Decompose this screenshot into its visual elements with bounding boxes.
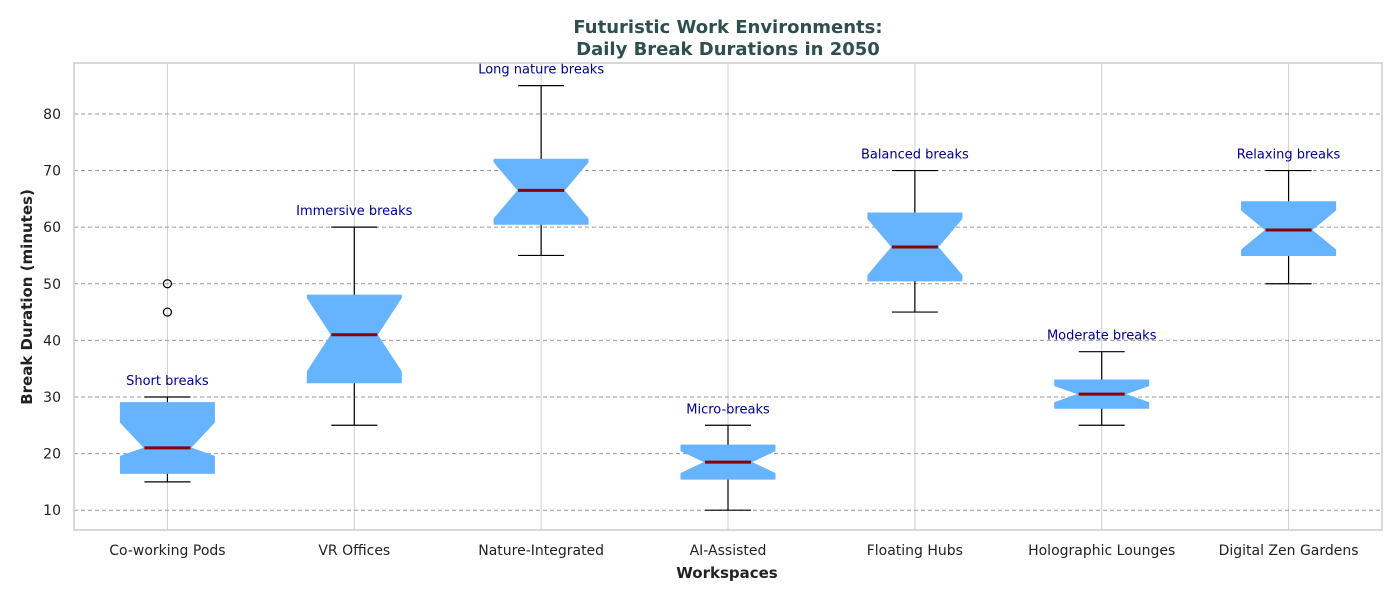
- x-tick-label: Nature-Integrated: [478, 543, 604, 559]
- box-annotation: Immersive breaks: [296, 204, 413, 219]
- y-tick-label: 80: [43, 107, 61, 123]
- x-tick-label: Holographic Lounges: [1028, 543, 1175, 559]
- box-annotation: Relaxing breaks: [1237, 148, 1341, 163]
- x-tick-label: Co-working Pods: [109, 543, 225, 559]
- y-tick-label: 70: [43, 164, 61, 180]
- box-annotation: Short breaks: [126, 374, 209, 389]
- y-tick-label: 10: [43, 503, 61, 519]
- x-tick-label: Floating Hubs: [867, 543, 963, 559]
- annotations: Short breaks Immersive breaks Long nature …: [126, 63, 1340, 418]
- box-annotation: Moderate breaks: [1047, 329, 1157, 344]
- y-tick-label: 60: [43, 220, 61, 236]
- x-axis-label: Workspaces: [676, 564, 778, 582]
- boxes: [119, 85, 1337, 511]
- ticks: 10 20 30 40 50 60 70 80 Co-working Pods VR Office…: [43, 107, 1358, 559]
- chart-title-line1: Futuristic Work Environments:: [573, 17, 882, 38]
- outlier-point: [162, 307, 173, 317]
- outlier-point: [162, 279, 173, 289]
- plot-frame: [73, 62, 1383, 531]
- y-axis-label: Break Duration (minutes): [18, 189, 36, 405]
- y-tick-label: 40: [43, 333, 61, 349]
- chart-title-line2: Daily Break Durations in 2050: [576, 39, 880, 60]
- box: [306, 294, 402, 384]
- x-tick-label: Digital Zen Gardens: [1219, 543, 1359, 559]
- y-tick-label: 30: [43, 390, 61, 406]
- box-annotation: Balanced breaks: [861, 148, 969, 163]
- x-tick-label: VR Offices: [318, 543, 390, 559]
- box-annotation: Micro-breaks: [686, 402, 770, 417]
- x-tick-label: AI-Assisted: [690, 543, 767, 559]
- y-tick-label: 20: [43, 447, 61, 463]
- box: [119, 402, 215, 474]
- y-tick-label: 50: [43, 277, 61, 293]
- box-annotation: Long nature breaks: [478, 63, 604, 78]
